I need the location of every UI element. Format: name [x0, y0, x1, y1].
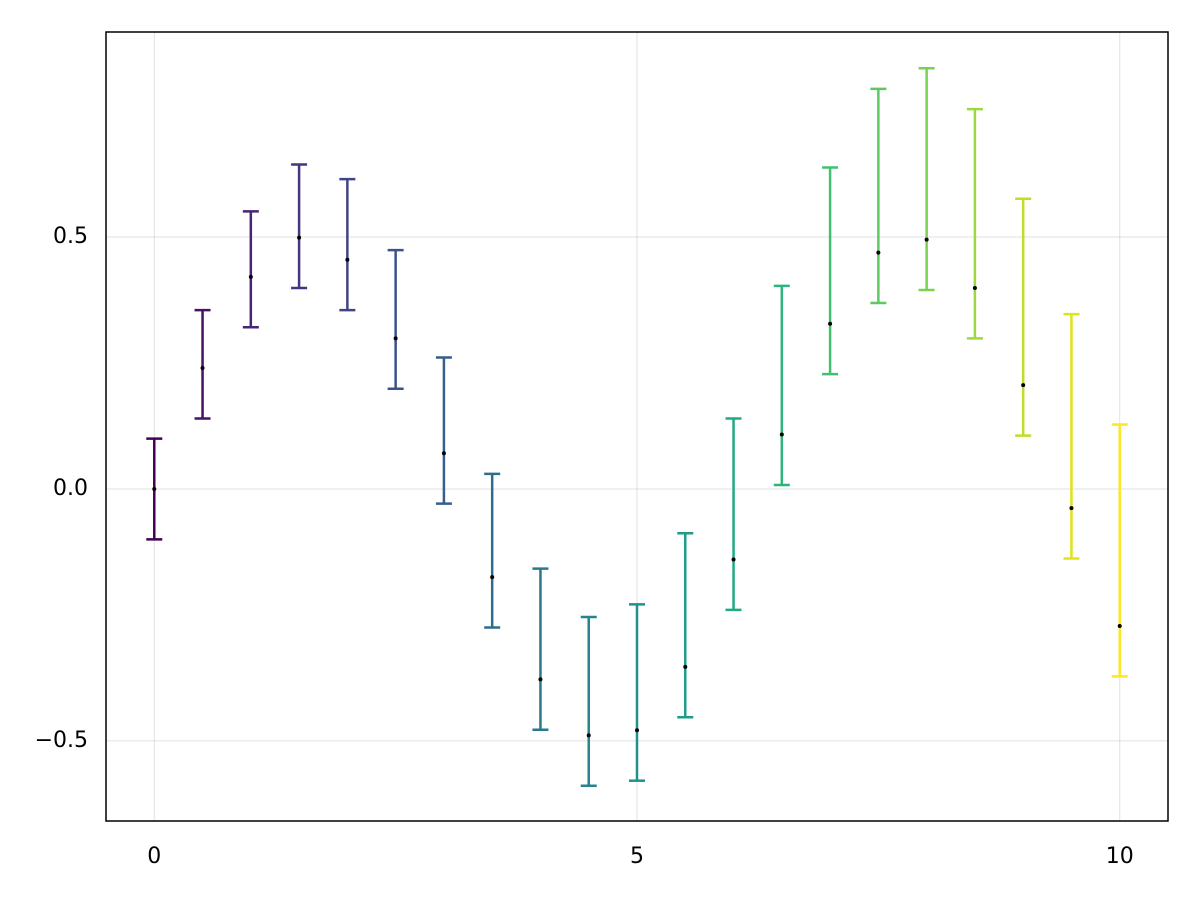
- point: [586, 733, 591, 738]
- x-tick-label: 5: [630, 844, 644, 869]
- error-bar: [966, 107, 983, 340]
- y-tick-label: 0.5: [53, 224, 88, 249]
- error-bar: [773, 284, 790, 487]
- point: [683, 664, 688, 669]
- point: [779, 432, 784, 437]
- y-tick-label: 0.0: [53, 476, 88, 501]
- point: [441, 451, 446, 456]
- error-bar: [339, 177, 356, 312]
- error-bar: [1111, 423, 1128, 678]
- point: [538, 677, 543, 682]
- point: [1117, 624, 1122, 629]
- point: [731, 557, 736, 562]
- error-bar: [435, 356, 452, 505]
- point: [297, 235, 302, 240]
- error-bar: [387, 248, 404, 390]
- error-bar: [822, 166, 839, 376]
- point: [876, 250, 881, 255]
- error-bar: [242, 210, 259, 329]
- error-bar: [725, 417, 742, 612]
- point: [828, 321, 833, 326]
- error-bar: [918, 67, 935, 292]
- y-tick-label: −0.5: [35, 728, 88, 753]
- error-bar: [1015, 197, 1032, 437]
- error-bar: [194, 308, 211, 420]
- error-bar: [1063, 312, 1080, 560]
- error-bar: [677, 532, 694, 719]
- error-bar: [532, 567, 549, 732]
- point: [1021, 383, 1026, 388]
- point: [393, 336, 398, 341]
- point: [152, 486, 157, 491]
- error-bar: [870, 87, 887, 305]
- point: [345, 257, 350, 262]
- x-tick-label: 10: [1106, 844, 1134, 869]
- point: [1069, 506, 1074, 511]
- point: [635, 728, 639, 733]
- error-bar: [580, 615, 597, 787]
- plot-frame: [105, 31, 1169, 822]
- point: [248, 274, 253, 279]
- error-bar: [291, 163, 308, 290]
- x-tick-label: 0: [147, 844, 161, 869]
- point: [924, 237, 929, 242]
- point: [200, 366, 205, 371]
- error-bar: [484, 472, 501, 629]
- error-bar: [629, 603, 645, 782]
- point: [490, 575, 495, 580]
- point: [972, 285, 977, 290]
